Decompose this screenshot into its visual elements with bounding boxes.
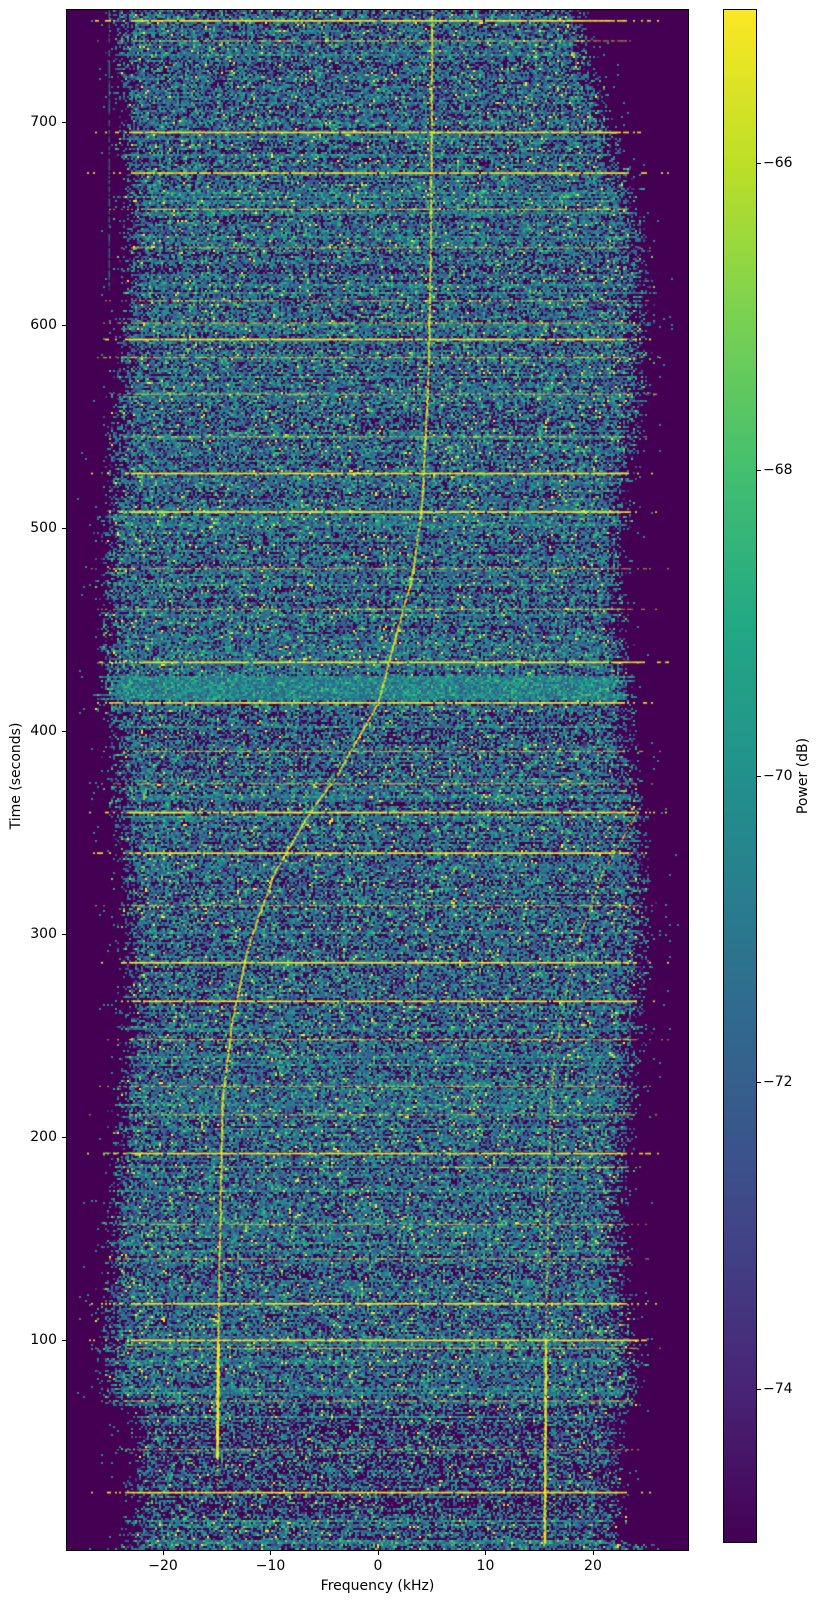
x-tick-label: 20 — [584, 1558, 602, 1574]
colorbar-tick-label: −70 — [763, 768, 793, 784]
x-tick-label: −20 — [148, 1558, 178, 1574]
y-tick-label: 600 — [30, 317, 57, 334]
colorbar-tick-label: −74 — [763, 1380, 793, 1397]
colorbar-tick-mark — [757, 469, 761, 471]
y-tick-label: 300 — [30, 926, 57, 943]
y-tick-label: 200 — [30, 1129, 57, 1146]
x-tick-mark — [270, 1551, 272, 1555]
colorbar-tick-mark — [757, 163, 761, 165]
x-tick-label: 10 — [476, 1558, 495, 1574]
x-tick-mark — [377, 1551, 379, 1555]
colorbar-label: Power (dB) — [795, 737, 811, 815]
x-tick-label: −10 — [255, 1558, 286, 1574]
colorbar — [724, 10, 756, 1542]
y-tick-label: 400 — [30, 723, 57, 740]
x-tick-mark — [162, 1551, 164, 1555]
x-tick-label: 0 — [373, 1558, 383, 1574]
y-tick-mark — [62, 934, 66, 936]
colorbar-tick-mark — [757, 1388, 761, 1390]
colorbar-tick-mark — [757, 776, 761, 777]
y-tick-label: 700 — [30, 114, 57, 131]
y-tick-mark — [62, 122, 66, 124]
y-tick-label: 100 — [30, 1332, 57, 1349]
x-axis-label: Frequency (kHz) — [320, 1578, 435, 1594]
y-tick-mark — [62, 1340, 66, 1342]
y-axis-label: Time (seconds) — [8, 722, 24, 830]
y-tick-mark — [62, 731, 66, 733]
colorbar-tick-label: −72 — [763, 1074, 793, 1091]
colorbar-tick-label: −68 — [763, 461, 793, 478]
colorbar-tick-label: −66 — [763, 155, 793, 172]
x-tick-mark — [485, 1551, 487, 1555]
spectrogram-heatmap — [67, 10, 688, 1550]
y-tick-mark — [62, 325, 66, 327]
x-tick-mark — [592, 1551, 594, 1555]
y-tick-mark — [62, 1137, 66, 1139]
y-tick-label: 500 — [30, 520, 57, 537]
colorbar-tick-mark — [757, 1082, 761, 1084]
y-tick-mark — [62, 528, 66, 530]
